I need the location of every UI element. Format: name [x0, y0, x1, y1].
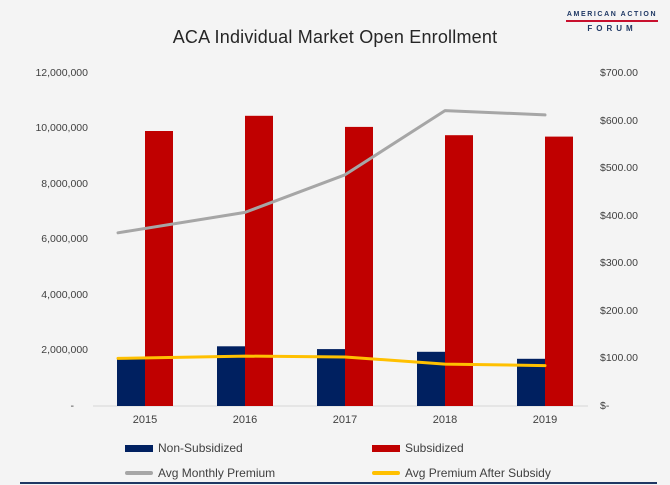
bar-subsidized-2018	[445, 135, 473, 406]
right-axis-tick: $600.00	[600, 115, 638, 127]
legend-label: Avg Premium After Subsidy	[405, 466, 551, 480]
bar-non-subsidized-2017	[317, 349, 345, 406]
bar-subsidized-2015	[145, 131, 173, 406]
bar-subsidized-2019	[545, 136, 573, 406]
logo-red-rule	[566, 19, 658, 22]
bottom-border	[20, 482, 657, 484]
legend-item-avg-premium-after-subsidy: Avg Premium After Subsidy	[372, 466, 551, 480]
legend-label: Avg Monthly Premium	[158, 466, 276, 480]
legend-item-non-subsidized: Non-Subsidized	[125, 441, 243, 455]
right-axis-tick: $300.00	[600, 257, 638, 269]
non-subsidized-swatch	[125, 444, 153, 452]
logo-line1: AMERICAN ACTION	[566, 11, 658, 18]
x-axis-label-2015: 2015	[132, 414, 158, 426]
bar-non-subsidized-2015	[117, 358, 145, 406]
right-axis-tick: $700.00	[600, 67, 638, 79]
aaf-logo: AMERICAN ACTION FORUM	[566, 11, 658, 33]
right-axis-tick: $200.00	[600, 305, 638, 317]
right-axis-tick: $500.00	[600, 162, 638, 174]
left-axis-tick: 2,000,000	[41, 344, 88, 356]
line-avg-monthly-premium	[116, 109, 547, 235]
logo-line2: FORUM	[587, 23, 637, 33]
left-axis-tick: 12,000,000	[35, 67, 88, 79]
legend-label: Non-Subsidized	[158, 441, 243, 455]
bar-subsidized-2016	[245, 115, 273, 407]
x-axis-label-2016: 2016	[232, 414, 258, 426]
legend-label: Subsidized	[405, 441, 464, 455]
right-axis-tick: $400.00	[600, 210, 638, 222]
bar-subsidized-2017	[345, 126, 373, 407]
x-axis-label-2017: 2017	[332, 414, 358, 426]
avg-monthly-premium-swatch	[125, 471, 153, 475]
bar-non-subsidized-2018	[417, 351, 445, 406]
subsidized-swatch	[372, 444, 400, 452]
legend-item-subsidized: Subsidized	[372, 441, 464, 455]
x-axis-label-2019: 2019	[532, 414, 558, 426]
right-axis-tick: $100.00	[600, 352, 638, 364]
left-axis-tick: 8,000,000	[41, 178, 88, 190]
left-axis-tick: 10,000,000	[35, 122, 88, 134]
avg-premium-after-subsidy-swatch	[372, 471, 400, 475]
left-axis-tick: 6,000,000	[41, 233, 88, 245]
left-axis-tick: -	[70, 400, 75, 412]
legend-item-avg-monthly-premium: Avg Monthly Premium	[125, 466, 275, 480]
chart-title: ACA Individual Market Open Enrollment	[172, 27, 498, 47]
left-axis-tick: 4,000,000	[41, 289, 88, 301]
line-avg-premium-after-subsidy	[116, 354, 547, 368]
x-axis-label-2018: 2018	[432, 414, 458, 426]
right-axis-tick: $-	[600, 400, 610, 412]
